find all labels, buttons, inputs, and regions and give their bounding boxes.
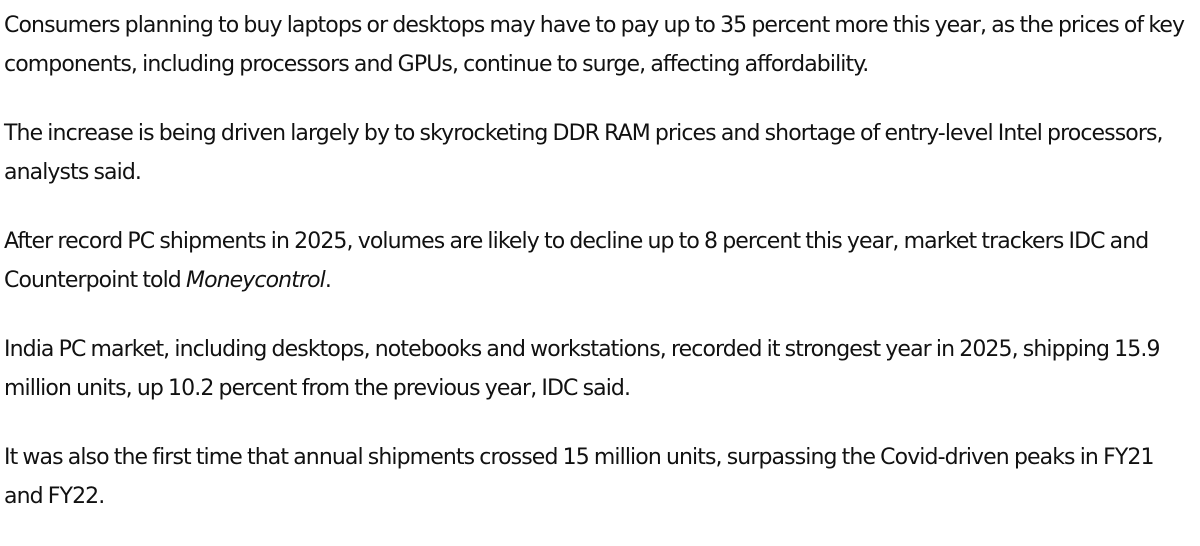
article-body: Consumers planning to buy laptops or des… [4,0,1196,546]
publication-name: Moneycontrol [185,268,326,293]
paragraph-price-increase: Consumers planning to buy laptops or des… [4,13,1185,77]
paragraph-shipments-decline: After record PC shipments in 2025, volum… [4,222,1196,300]
paragraph-drivers: The increase is being driven largely by … [4,121,1164,185]
paragraph-shipments-decline-end: . [324,268,332,293]
paragraph-shipments-decline-text: After record PC shipments in 2025, volum… [4,229,1149,293]
paragraph-india-market: India PC market, including desktops, not… [4,337,1160,401]
paragraph-record-shipments: It was also the first time that annual s… [4,445,1154,509]
